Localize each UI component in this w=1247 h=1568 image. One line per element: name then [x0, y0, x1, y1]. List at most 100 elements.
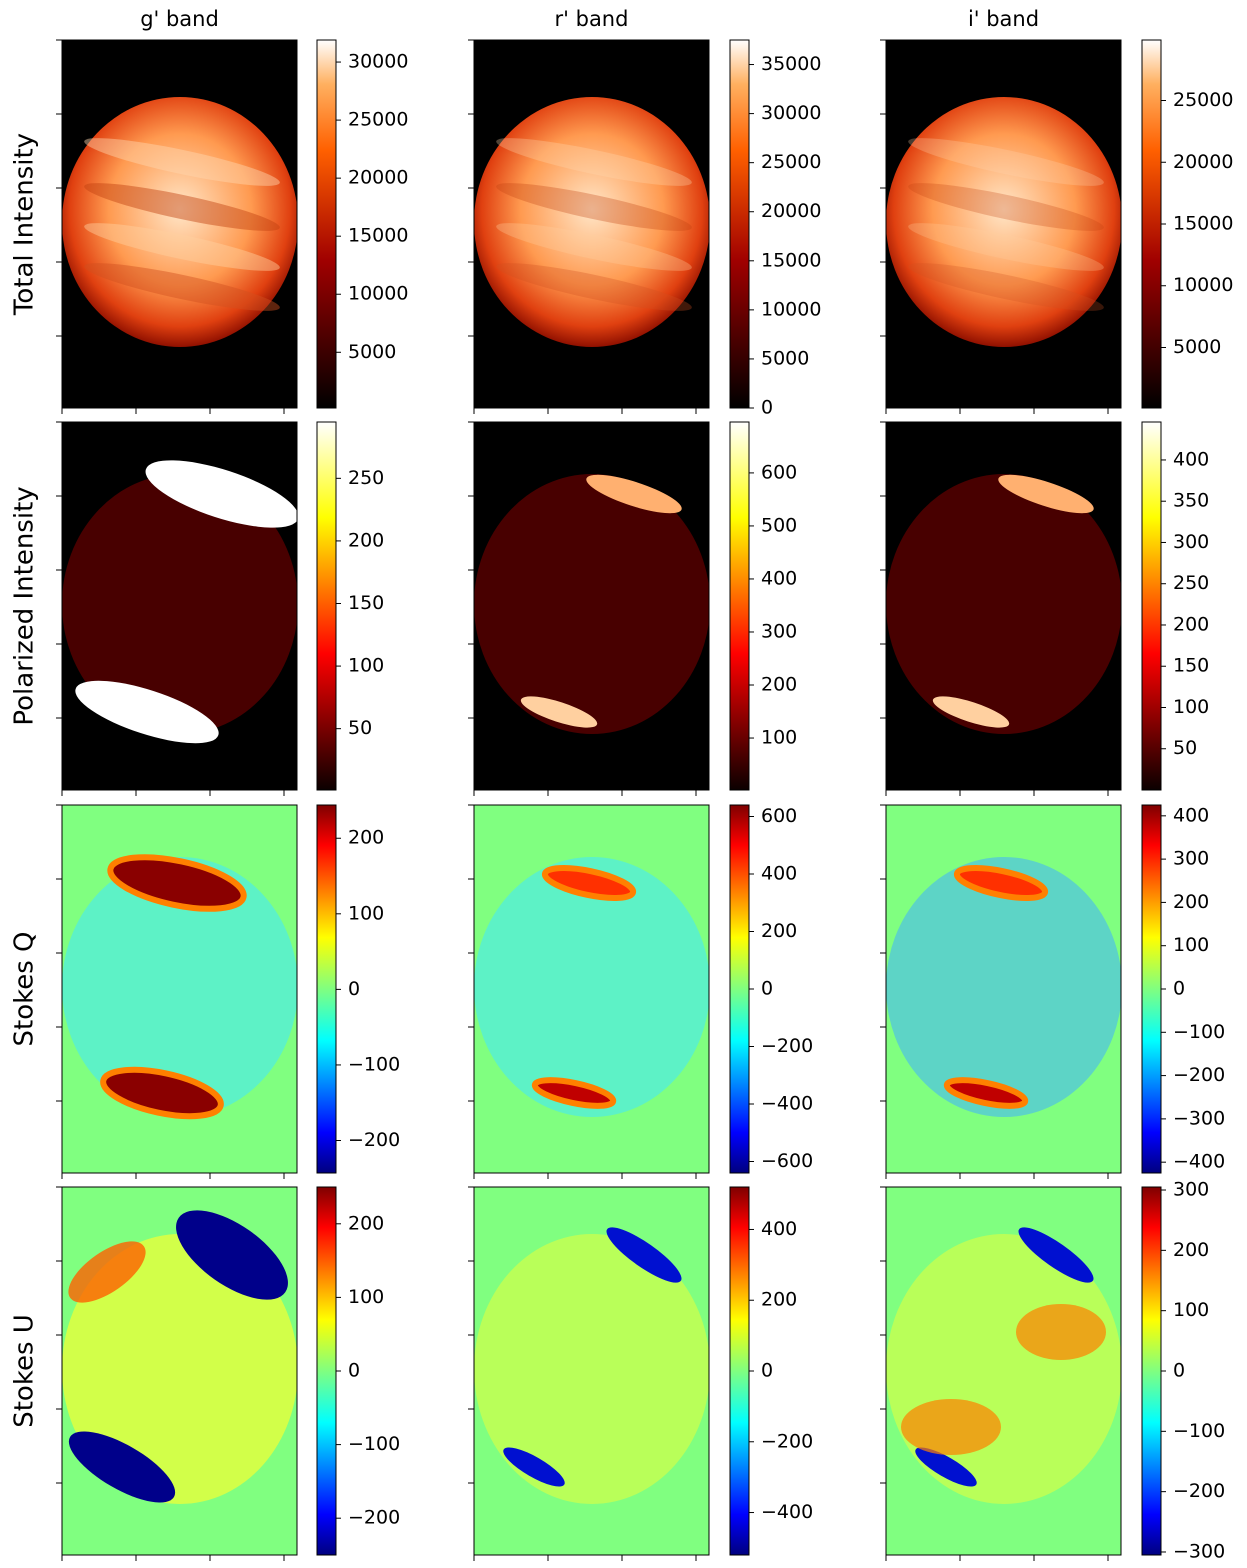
colorbar-tick-label: 100 [761, 727, 797, 749]
colorbar [317, 40, 336, 408]
colorbar-tick-label: 0 [1173, 1360, 1185, 1382]
colorbar-tick-label: 300 [1173, 531, 1209, 553]
colorbar-tick-label: 0 [348, 978, 360, 1000]
colorbar-tick-label: −400 [761, 1093, 813, 1115]
colorbar-tick-label: 400 [1173, 448, 1209, 470]
colorbar-tick-label: 400 [761, 567, 797, 589]
colorbar-tick-label: 10000 [761, 298, 821, 320]
colorbar [730, 40, 749, 408]
colorbar [1142, 422, 1161, 790]
colorbar-tick-label: 100 [1173, 696, 1209, 718]
colorbar-tick-label: 200 [348, 1212, 384, 1234]
colorbar-tick-label: 20000 [348, 167, 408, 189]
colorbar-tick-label: 10000 [348, 283, 408, 305]
image-panel [886, 422, 1122, 790]
planet-disk [886, 474, 1122, 734]
image-panel [886, 1187, 1122, 1555]
image-panel [886, 40, 1122, 408]
colorbar-tick-label: −600 [761, 1150, 813, 1172]
colorbar-tick-label: −200 [1173, 1064, 1225, 1086]
colorbar-tick-label: −100 [348, 1433, 400, 1455]
colorbar-tick-label: 600 [761, 805, 797, 827]
image-panel [474, 40, 710, 408]
colorbar-tick-label: 15000 [1173, 213, 1233, 235]
lobe [1016, 1304, 1106, 1360]
image-panel [62, 805, 298, 1173]
colorbar-tick-label: 200 [761, 674, 797, 696]
colorbar [1142, 40, 1161, 408]
colorbar-tick-label: 5000 [348, 341, 396, 363]
figure: g' bandTotal Intensity500010000150002000… [0, 0, 1247, 1564]
colorbar-tick-label: 150 [1173, 655, 1209, 677]
colorbar-tick-label: 25000 [1173, 89, 1233, 111]
image-panel [59, 1187, 303, 1555]
colorbar [1142, 1187, 1161, 1555]
colorbar-tick-label: 10000 [1173, 274, 1233, 296]
colorbar [730, 805, 749, 1173]
lobe [901, 1399, 1001, 1455]
colorbar-tick-label: 0 [761, 978, 773, 1000]
colorbar-tick-label: 15000 [348, 225, 408, 247]
colorbar-tick-label: 200 [348, 529, 384, 551]
image-panel [474, 422, 710, 790]
planet-disk [474, 474, 710, 734]
colorbar-tick-label: 300 [1173, 1179, 1209, 1201]
colorbar-tick-label: 300 [1173, 848, 1209, 870]
colorbar-tick-label: 100 [348, 1286, 384, 1308]
colorbar-tick-label: 0 [1173, 978, 1185, 1000]
colorbar-tick-label: 250 [1173, 572, 1209, 594]
colorbar-tick-label: 25000 [761, 151, 821, 173]
row-label: Total Intensity [10, 133, 40, 316]
colorbar-tick-label: −300 [1173, 1107, 1225, 1129]
colorbar-tick-label: 100 [1173, 1299, 1209, 1321]
colorbar-tick-label: 100 [348, 902, 384, 924]
image-panel [474, 805, 710, 1173]
colorbar-tick-label: −400 [1173, 1151, 1225, 1173]
colorbar-tick-label: 400 [761, 863, 797, 885]
row-label: Stokes U [10, 1314, 40, 1428]
colorbar [317, 1187, 336, 1555]
colorbar [730, 1187, 749, 1555]
colorbar-tick-label: −200 [761, 1430, 813, 1452]
colorbar-tick-label: 600 [761, 461, 797, 483]
colorbar-tick-label: 200 [1173, 891, 1209, 913]
row-label: Polarized Intensity [10, 486, 40, 725]
colorbar-tick-label: 300 [761, 620, 797, 642]
colorbar-tick-label: −100 [1173, 1021, 1225, 1043]
colorbar-tick-label: 25000 [348, 109, 408, 131]
colorbar-tick-label: 150 [348, 592, 384, 614]
colorbar-tick-label: −200 [348, 1129, 400, 1151]
colorbar-tick-label: 0 [348, 1360, 360, 1382]
colorbar [1142, 805, 1161, 1173]
colorbar-tick-label: 50 [1173, 737, 1197, 759]
image-panel [62, 422, 306, 790]
colorbar-tick-label: −100 [1173, 1420, 1225, 1442]
colorbar-tick-label: −200 [348, 1507, 400, 1529]
colorbar-tick-label: 15000 [761, 249, 821, 271]
colorbar-tick-label: 250 [348, 467, 384, 489]
row-label: Stokes Q [10, 931, 40, 1046]
colorbar-tick-label: −400 [761, 1501, 813, 1523]
colorbar-tick-label: 200 [761, 1289, 797, 1311]
colorbar-tick-label: 200 [1173, 1239, 1209, 1261]
colorbar-tick-label: 400 [1173, 804, 1209, 826]
colorbar-tick-label: 200 [348, 827, 384, 849]
colorbar-tick-label: 500 [761, 514, 797, 536]
column-title: g' band [140, 7, 219, 31]
colorbar-tick-label: 20000 [1173, 151, 1233, 173]
image-panel [62, 40, 298, 408]
colorbar-tick-label: 0 [761, 397, 773, 419]
colorbar-tick-label: −200 [1173, 1480, 1225, 1502]
colorbar-tick-label: 400 [761, 1218, 797, 1240]
colorbar-tick-label: 30000 [348, 51, 408, 73]
colorbar-tick-label: 350 [1173, 490, 1209, 512]
colorbar-tick-label: 200 [761, 920, 797, 942]
colorbar-tick-label: 50 [348, 717, 372, 739]
colorbar-tick-label: 35000 [761, 53, 821, 75]
image-panel [474, 1187, 710, 1555]
colorbar-tick-label: 5000 [1173, 336, 1221, 358]
colorbar-tick-label: −300 [1173, 1540, 1225, 1562]
colorbar-tick-label: −100 [348, 1053, 400, 1075]
colorbar [317, 805, 336, 1173]
column-title: r' band [555, 7, 629, 31]
